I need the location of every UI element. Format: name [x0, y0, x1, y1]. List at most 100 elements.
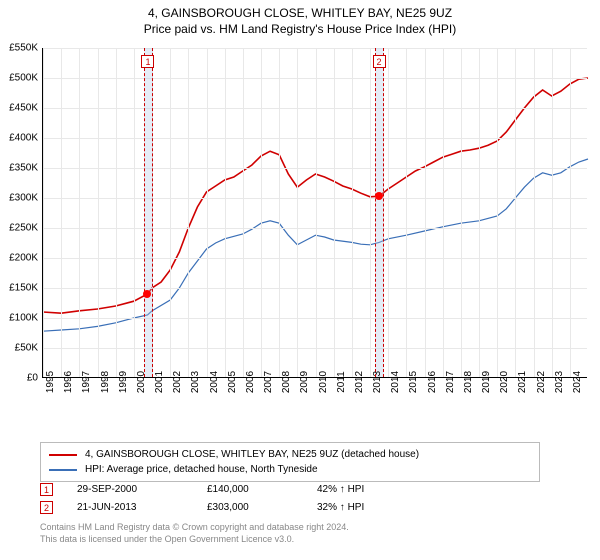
x-tick-label: 2000 — [136, 371, 147, 393]
legend-item: HPI: Average price, detached house, Nort… — [49, 462, 531, 477]
y-tick-label: £350K — [0, 163, 38, 174]
plot-region: 12 — [42, 48, 587, 378]
gridline-v — [279, 48, 280, 377]
gridline-v — [243, 48, 244, 377]
legend-item: 4, GAINSBOROUGH CLOSE, WHITLEY BAY, NE25… — [49, 447, 531, 462]
gridline-v — [316, 48, 317, 377]
gridline-v — [425, 48, 426, 377]
x-tick-label: 2001 — [154, 371, 165, 393]
footer-line-1: Contains HM Land Registry data © Crown c… — [40, 522, 349, 534]
x-tick-label: 2011 — [336, 371, 347, 393]
transaction-band — [144, 48, 153, 377]
x-tick-label: 1995 — [45, 371, 56, 393]
x-tick-label: 2006 — [245, 371, 256, 393]
chart-subtitle: Price paid vs. HM Land Registry's House … — [0, 22, 600, 36]
gridline-v — [116, 48, 117, 377]
gridline-v — [534, 48, 535, 377]
x-tick-label: 2018 — [463, 371, 474, 393]
gridline-v — [188, 48, 189, 377]
x-tick-label: 2015 — [408, 371, 419, 393]
gridline-v — [98, 48, 99, 377]
x-tick-label: 2009 — [299, 371, 310, 393]
y-tick-label: £0 — [0, 373, 38, 384]
x-tick-label: 2021 — [517, 371, 528, 393]
transaction-price: £303,000 — [207, 502, 317, 513]
legend-label: HPI: Average price, detached house, Nort… — [85, 464, 318, 475]
x-tick-label: 1997 — [81, 371, 92, 393]
x-tick-label: 2005 — [227, 371, 238, 393]
gridline-v — [134, 48, 135, 377]
gridline-v — [61, 48, 62, 377]
y-tick-label: £300K — [0, 193, 38, 204]
x-tick-label: 2020 — [499, 371, 510, 393]
transaction-marker-1: 1 — [141, 55, 154, 68]
transaction-marker-2: 2 — [373, 55, 386, 68]
gridline-v — [225, 48, 226, 377]
y-tick-label: £250K — [0, 223, 38, 234]
x-tick-label: 2012 — [354, 371, 365, 393]
transaction-point — [143, 290, 151, 298]
gridline-v — [370, 48, 371, 377]
y-tick-label: £200K — [0, 253, 38, 264]
gridline-v — [43, 48, 44, 377]
x-tick-label: 2002 — [172, 371, 183, 393]
transaction-band — [375, 48, 384, 377]
x-tick-label: 2007 — [263, 371, 274, 393]
legend-label: 4, GAINSBOROUGH CLOSE, WHITLEY BAY, NE25… — [85, 449, 419, 460]
gridline-v — [388, 48, 389, 377]
gridline-v — [207, 48, 208, 377]
gridline-v — [79, 48, 80, 377]
gridline-v — [461, 48, 462, 377]
gridline-v — [334, 48, 335, 377]
transaction-row: 1 29-SEP-2000£140,00042% ↑ HPI — [40, 480, 437, 498]
transaction-row-marker: 1 — [40, 483, 53, 496]
x-tick-label: 2024 — [572, 371, 583, 393]
legend-swatch — [49, 469, 77, 471]
chart-title: 4, GAINSBOROUGH CLOSE, WHITLEY BAY, NE25… — [0, 6, 600, 20]
gridline-v — [170, 48, 171, 377]
transaction-row-marker: 2 — [40, 501, 53, 514]
y-tick-label: £450K — [0, 103, 38, 114]
chart-container: 4, GAINSBOROUGH CLOSE, WHITLEY BAY, NE25… — [0, 0, 600, 560]
x-tick-label: 2016 — [427, 371, 438, 393]
transactions-table: 1 29-SEP-2000£140,00042% ↑ HPI 2 21-JUN-201… — [40, 480, 437, 516]
gridline-v — [552, 48, 553, 377]
gridline-v — [570, 48, 571, 377]
transaction-pct: 32% ↑ HPI — [317, 502, 437, 513]
footer-line-2: This data is licensed under the Open Gov… — [40, 534, 349, 546]
y-tick-label: £500K — [0, 73, 38, 84]
y-tick-label: £150K — [0, 283, 38, 294]
x-tick-label: 1998 — [100, 371, 111, 393]
title-block: 4, GAINSBOROUGH CLOSE, WHITLEY BAY, NE25… — [0, 0, 600, 36]
transaction-date: 21-JUN-2013 — [77, 502, 207, 513]
gridline-v — [479, 48, 480, 377]
x-tick-label: 2017 — [445, 371, 456, 393]
x-tick-label: 2010 — [318, 371, 329, 393]
legend-box: 4, GAINSBOROUGH CLOSE, WHITLEY BAY, NE25… — [40, 442, 540, 482]
gridline-v — [443, 48, 444, 377]
y-tick-label: £400K — [0, 133, 38, 144]
x-tick-label: 2022 — [536, 371, 547, 393]
chart-area: 12 £0£50K£100K£150K£200K£250K£300K£350K£… — [42, 48, 587, 408]
gridline-v — [406, 48, 407, 377]
transaction-date: 29-SEP-2000 — [77, 484, 207, 495]
gridline-v — [297, 48, 298, 377]
gridline-v — [497, 48, 498, 377]
x-tick-label: 2004 — [209, 371, 220, 393]
y-tick-label: £100K — [0, 313, 38, 324]
gridline-v — [352, 48, 353, 377]
x-tick-label: 1999 — [118, 371, 129, 393]
gridline-v — [515, 48, 516, 377]
transaction-price: £140,000 — [207, 484, 317, 495]
transaction-row: 2 21-JUN-2013£303,00032% ↑ HPI — [40, 498, 437, 516]
x-tick-label: 2014 — [390, 371, 401, 393]
transaction-point — [375, 192, 383, 200]
footer-attribution: Contains HM Land Registry data © Crown c… — [40, 522, 349, 545]
y-tick-label: £50K — [0, 343, 38, 354]
x-tick-label: 2019 — [481, 371, 492, 393]
x-tick-label: 2023 — [554, 371, 565, 393]
x-tick-label: 2008 — [281, 371, 292, 393]
legend-swatch — [49, 454, 77, 456]
y-tick-label: £550K — [0, 43, 38, 54]
transaction-pct: 42% ↑ HPI — [317, 484, 437, 495]
